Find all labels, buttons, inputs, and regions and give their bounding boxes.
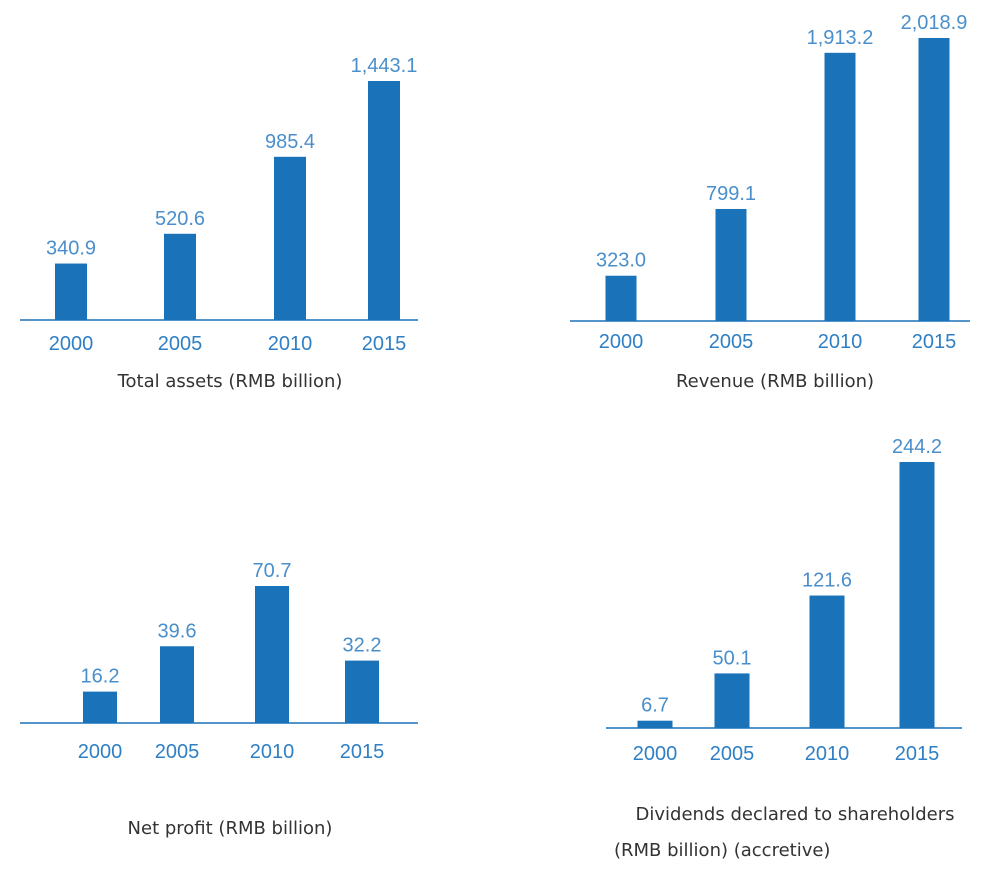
bar-2000 bbox=[605, 275, 637, 321]
chart-title-line-2: (RMB billion) (accretive) bbox=[614, 840, 831, 861]
x-tick-label-2005: 2005 bbox=[710, 743, 755, 765]
x-tick-label-2000: 2000 bbox=[78, 741, 123, 763]
x-tick-label-2000: 2000 bbox=[633, 743, 678, 765]
chart-title: Net profit (RMB billion) bbox=[127, 818, 333, 839]
bar-2010 bbox=[824, 52, 856, 322]
x-tick-label-2005: 2005 bbox=[709, 331, 754, 353]
revenue-plot: 323.0 2000 799.1 2005 1,913.2 2010 2,018.9 2015 bbox=[570, 12, 970, 353]
x-tick-label-2010: 2010 bbox=[805, 743, 850, 765]
value-label-2005: 799.1 bbox=[706, 183, 756, 205]
value-label-2015: 1,443.1 bbox=[351, 55, 418, 77]
bar-2015 bbox=[345, 660, 379, 723]
value-label-2010: 985.4 bbox=[265, 131, 315, 153]
chart-revenue: 323.0 2000 799.1 2005 1,913.2 2010 2,018.9 2015… bbox=[0, 0, 990, 410]
bar-2015 bbox=[899, 462, 935, 728]
chart-title-line-1: Dividends declared to shareholders bbox=[635, 804, 955, 825]
x-tick-label-2010: 2010 bbox=[818, 331, 863, 353]
chart-total-assets: 340.9 2000 520.6 2005 985.4 2010 1,443.1 2015 T… bbox=[0, 0, 440, 410]
x-tick-label-2015: 2015 bbox=[362, 333, 407, 355]
chart-title: Total assets (RMB billion) bbox=[117, 371, 343, 392]
value-label-2000: 16.2 bbox=[81, 666, 120, 688]
bar-2010 bbox=[809, 595, 845, 728]
x-tick-label-2005: 2005 bbox=[155, 741, 200, 763]
value-label-2005: 520.6 bbox=[155, 208, 205, 230]
value-label-2005: 50.1 bbox=[713, 647, 752, 669]
x-tick-label-2015: 2015 bbox=[340, 741, 385, 763]
x-tick-label-2010: 2010 bbox=[268, 333, 313, 355]
chart-title: Revenue (RMB billion) bbox=[675, 371, 875, 392]
value-label-2015: 32.2 bbox=[343, 635, 382, 657]
value-label-2005: 39.6 bbox=[158, 620, 197, 642]
bar-2010 bbox=[274, 156, 306, 320]
x-tick-label-2000: 2000 bbox=[49, 333, 94, 355]
net-profit-plot: 16.2 2000 39.6 2005 70.7 2010 32.2 2015 bbox=[20, 560, 418, 763]
bar-2010 bbox=[255, 586, 289, 723]
bar-2000 bbox=[83, 691, 117, 723]
bar-2000 bbox=[637, 720, 673, 728]
bar-2015 bbox=[918, 38, 950, 321]
total-assets-plot: 340.9 2000 520.6 2005 985.4 2010 1,443.1 2015 bbox=[20, 55, 418, 355]
x-tick-label-2000: 2000 bbox=[599, 331, 644, 353]
bar-2005 bbox=[164, 233, 196, 320]
value-label-2000: 323.0 bbox=[596, 250, 646, 272]
x-tick-label-2015: 2015 bbox=[912, 331, 957, 353]
bar-2005 bbox=[715, 208, 747, 321]
x-tick-label-2010: 2010 bbox=[250, 741, 295, 763]
value-label-2015: 244.2 bbox=[892, 436, 942, 458]
bar-2015 bbox=[368, 81, 400, 320]
chart-net-profit: 16.2 2000 39.6 2005 70.7 2010 32.2 2015 Net pro… bbox=[0, 0, 440, 870]
value-label-2010: 1,913.2 bbox=[807, 27, 874, 49]
value-label-2000: 340.9 bbox=[46, 238, 96, 260]
value-label-2010: 70.7 bbox=[253, 560, 292, 582]
bar-2000 bbox=[55, 263, 87, 320]
value-label-2000: 6.7 bbox=[641, 695, 669, 717]
x-tick-label-2015: 2015 bbox=[895, 743, 940, 765]
x-tick-label-2005: 2005 bbox=[158, 333, 203, 355]
value-label-2010: 121.6 bbox=[802, 570, 852, 592]
value-label-2015: 2,018.9 bbox=[901, 12, 968, 34]
bar-2005 bbox=[160, 646, 194, 723]
bar-2005 bbox=[714, 673, 750, 728]
